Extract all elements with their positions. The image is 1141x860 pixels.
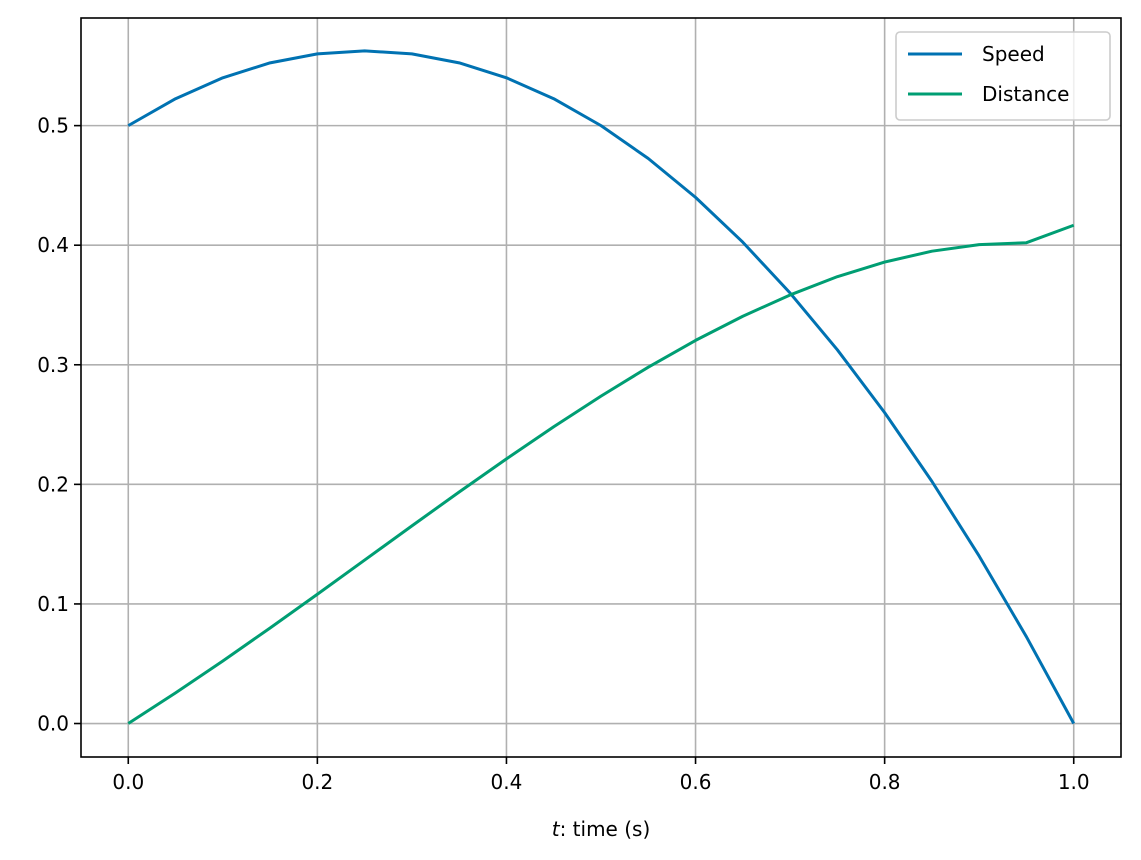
y-tick-label: 0.0 — [37, 712, 69, 736]
x-tick-label: 0.8 — [869, 770, 901, 794]
x-axis-title-variable: t — [552, 817, 561, 841]
grid-lines — [81, 18, 1121, 757]
x-tick-label: 0.0 — [112, 770, 144, 794]
y-tick-label: 0.2 — [37, 472, 69, 496]
y-tick-label: 0.5 — [37, 114, 69, 138]
legend: Speed Distance — [895, 31, 1111, 121]
x-tick-label: 1.0 — [1058, 770, 1090, 794]
y-axis-ticks: 0.0 0.1 0.2 0.3 0.4 0.5 — [37, 114, 81, 736]
x-axis-title: t: time (s) — [552, 817, 651, 841]
x-axis-ticks: 0.0 0.2 0.4 0.6 0.8 1.0 — [112, 757, 1090, 794]
series-line-speed — [127, 49, 1076, 725]
series-line-distance — [127, 223, 1075, 725]
y-tick-label: 0.3 — [37, 353, 69, 377]
legend-label-distance: Distance — [982, 82, 1069, 106]
x-tick-label: 0.4 — [491, 770, 523, 794]
y-tick-label: 0.1 — [37, 592, 69, 616]
plot-series — [127, 49, 1076, 725]
x-axis-title-text: : time (s) — [560, 817, 651, 841]
legend-label-speed: Speed — [982, 42, 1045, 66]
y-tick-label: 0.4 — [37, 233, 69, 257]
plot-frame — [80, 17, 1122, 758]
x-tick-label: 0.2 — [301, 770, 333, 794]
x-tick-label: 0.6 — [680, 770, 712, 794]
